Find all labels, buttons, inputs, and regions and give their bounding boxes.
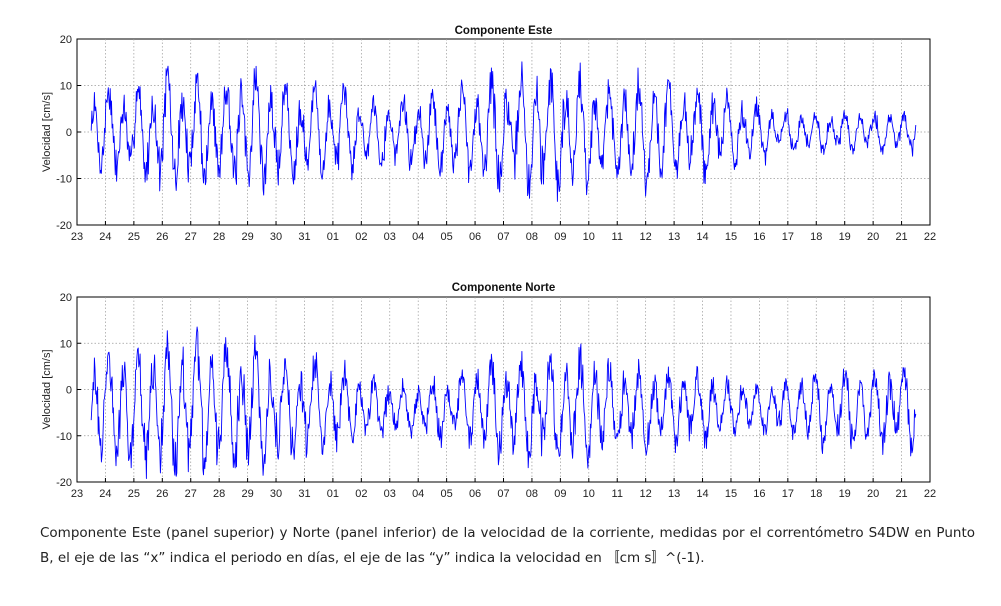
y-tick-label: -10 [56, 431, 72, 443]
x-tick-label: 23 [71, 488, 83, 500]
x-tick-label: 08 [526, 488, 538, 500]
y-tick-label: 10 [60, 338, 72, 350]
x-tick-label: 24 [99, 488, 111, 500]
x-tick-label: 05 [441, 231, 453, 243]
x-tick-label: 07 [497, 488, 509, 500]
y-axis-label: Velocidad [cm/s] [41, 349, 53, 429]
y-tick-label: 20 [60, 292, 72, 304]
x-tick-label: 31 [298, 488, 310, 500]
x-tick-label: 24 [99, 231, 111, 243]
x-tick-label: 11 [612, 488, 623, 500]
x-tick-label: 05 [441, 488, 453, 500]
x-tick-label: 01 [327, 488, 339, 500]
x-tick-label: 13 [668, 231, 680, 243]
y-tick-label: -20 [56, 220, 72, 232]
x-tick-label: 18 [810, 488, 822, 500]
x-tick-label: 17 [782, 231, 794, 243]
x-tick-label: 10 [583, 488, 595, 500]
x-tick-label: 21 [895, 231, 907, 243]
series-line-velocidad [90, 326, 917, 479]
y-tick-label: 20 [60, 34, 72, 46]
x-tick-label: 25 [128, 231, 140, 243]
y-tick-label: -20 [56, 477, 72, 489]
x-tick-label: 08 [526, 231, 538, 243]
x-tick-label: 16 [753, 231, 765, 243]
x-tick-label: 16 [753, 488, 765, 500]
x-tick-label: 10 [583, 231, 595, 243]
x-tick-label: 27 [185, 488, 197, 500]
x-tick-label: 15 [725, 488, 737, 500]
x-tick-label: 22 [924, 231, 936, 243]
x-tick-label: 02 [355, 231, 367, 243]
x-tick-label: 20 [867, 231, 879, 243]
x-tick-label: 19 [839, 231, 851, 243]
series-line-velocidad [90, 61, 917, 202]
x-tick-label: 23 [71, 231, 83, 243]
x-tick-label: 17 [782, 488, 794, 500]
x-tick-label: 12 [640, 488, 652, 500]
x-tick-label: 26 [156, 231, 168, 243]
x-tick-label: 03 [384, 488, 396, 500]
x-tick-label: 20 [867, 488, 879, 500]
x-tick-label: 27 [185, 231, 197, 243]
x-tick-label: 03 [384, 231, 396, 243]
x-tick-label: 22 [924, 488, 936, 500]
x-tick-label: 06 [469, 488, 481, 500]
chart-title: Componente Norte [452, 282, 556, 294]
chart-panel-2: 23 24 25 26 27 28 29 30 31 01 02 03 04 05 06 07 08 09 10 11… [41, 282, 936, 500]
y-tick-label: 0 [66, 127, 72, 139]
x-tick-label: 31 [298, 231, 310, 243]
x-tick-label: 30 [270, 488, 282, 500]
figure: 23 24 25 26 27 28 29 30 31 01 02 03 04 05 06 07 08 09 10 11… [41, 25, 936, 500]
x-tick-label: 11 [612, 231, 623, 243]
x-tick-label: 29 [241, 231, 253, 243]
figure-caption: Componente Este (panel superior) y Norte… [40, 525, 975, 566]
y-tick-label: 10 [60, 81, 72, 93]
x-tick-label: 29 [241, 488, 253, 500]
x-tick-label: 01 [327, 231, 339, 243]
x-tick-label: 26 [156, 488, 168, 500]
x-tick-label: 25 [128, 488, 140, 500]
x-tick-label: 12 [640, 231, 652, 243]
x-tick-label: 02 [355, 488, 367, 500]
x-tick-label: 09 [554, 488, 566, 500]
x-tick-label: 21 [895, 488, 907, 500]
x-tick-label: 28 [213, 231, 225, 243]
chart-title: Componente Este [455, 25, 553, 37]
x-tick-label: 18 [810, 231, 822, 243]
y-tick-label: 0 [66, 385, 72, 397]
x-tick-label: 15 [725, 231, 737, 243]
x-tick-label: 13 [668, 488, 680, 500]
x-tick-label: 14 [696, 231, 708, 243]
y-axis-label: Velocidad [cm/s] [41, 92, 53, 172]
x-tick-label: 04 [412, 231, 424, 243]
y-tick-label: -10 [56, 174, 72, 186]
x-tick-label: 14 [696, 488, 708, 500]
x-tick-label: 30 [270, 231, 282, 243]
x-tick-label: 09 [554, 231, 566, 243]
x-tick-label: 07 [497, 231, 509, 243]
chart-panel-1: 23 24 25 26 27 28 29 30 31 01 02 03 04 05 06 07 08 09 10 11… [41, 25, 936, 243]
x-tick-label: 06 [469, 231, 481, 243]
x-tick-label: 04 [412, 488, 424, 500]
x-tick-label: 28 [213, 488, 225, 500]
x-tick-label: 19 [839, 488, 851, 500]
